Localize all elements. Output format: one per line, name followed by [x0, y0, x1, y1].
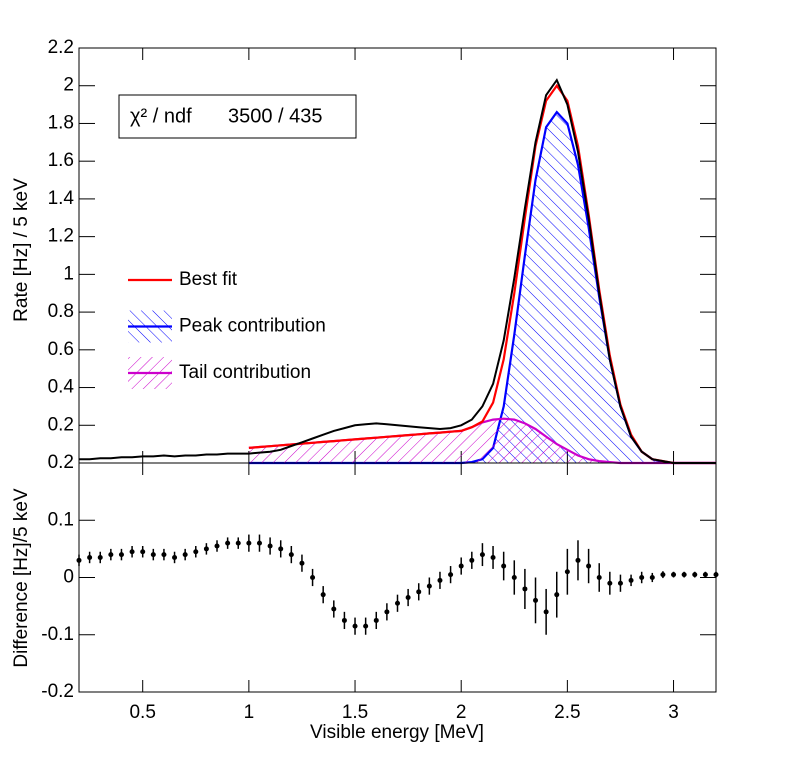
x-tick-label: 1	[244, 702, 255, 723]
data-point	[607, 580, 613, 586]
y-tick-label: -0.2	[41, 681, 74, 702]
data-point	[437, 577, 443, 583]
data-point	[129, 549, 135, 555]
data-point	[713, 572, 719, 578]
x-tick-label: 3	[668, 702, 679, 723]
y-tick-label: -0.1	[41, 624, 74, 645]
data-point	[628, 577, 634, 583]
area-hatch	[248, 418, 716, 463]
data-point	[639, 575, 645, 580]
data-point	[479, 552, 485, 558]
data-point	[575, 557, 581, 563]
x-tick-label: 0.5	[129, 702, 155, 723]
data-point	[310, 575, 316, 580]
stats-label: χ² / ndf	[130, 105, 192, 127]
data-point	[203, 546, 209, 552]
y-tick-label: 0	[63, 567, 74, 588]
data-point	[299, 560, 305, 566]
data-point	[256, 540, 262, 546]
data-point	[235, 540, 241, 546]
data-point	[246, 540, 252, 546]
x-axis-label: Visible energy [MeV]	[310, 722, 484, 743]
x-tick-label: 2.5	[554, 702, 580, 723]
y-tick-label: 0.4	[48, 377, 75, 398]
legend-label: Tail contribution	[179, 362, 311, 383]
data-point	[140, 549, 146, 555]
data-point	[76, 557, 82, 563]
data-point	[617, 580, 623, 586]
data-point	[331, 606, 337, 612]
legend-label: Peak contribution	[179, 316, 326, 337]
data-point	[150, 552, 156, 558]
data-point	[586, 563, 592, 569]
data-line	[79, 78, 716, 464]
y-tick-label: 1.6	[48, 150, 74, 171]
y-tick-label: 1.2	[48, 226, 74, 247]
data-point	[501, 563, 507, 569]
data-point	[193, 549, 199, 555]
y-tick-label: 0.8	[48, 301, 74, 322]
stats-value: 3500 / 435	[228, 105, 323, 127]
y-axis-label: Difference [Hz]/5 keV	[11, 488, 32, 668]
data-point	[352, 623, 358, 629]
data-point	[533, 597, 539, 603]
x-tick-label: 2	[456, 702, 467, 723]
data-point	[543, 609, 549, 615]
data-point	[278, 546, 284, 552]
area-hatch	[248, 112, 716, 463]
data-point	[395, 600, 400, 606]
data-point	[671, 572, 677, 578]
data-point	[469, 557, 475, 563]
data-point	[522, 586, 528, 592]
y-tick-label: 0.6	[48, 339, 74, 360]
y-tick-label: 1	[63, 263, 74, 284]
data-point	[564, 569, 570, 575]
y-tick-label: 0.2	[48, 452, 74, 473]
data-point	[363, 623, 369, 629]
y-tick-label: 2	[63, 75, 74, 96]
data-point	[161, 552, 167, 558]
legend-label: Best fit	[179, 269, 238, 290]
stats-box	[118, 94, 357, 139]
data-point	[267, 543, 273, 549]
data-point	[596, 575, 602, 580]
y-axis-label: Rate [Hz] / 5 keV	[11, 178, 32, 322]
data-point	[320, 592, 326, 598]
data-point	[649, 575, 655, 580]
data-point	[511, 575, 517, 580]
data-point	[172, 554, 178, 560]
data-point	[458, 563, 464, 569]
data-point	[108, 552, 114, 558]
data-point	[681, 572, 687, 578]
data-point	[341, 617, 347, 623]
data-point	[554, 592, 560, 598]
data-point	[660, 572, 666, 578]
data-point	[384, 609, 390, 615]
data-point	[373, 617, 379, 623]
data-point	[702, 572, 708, 578]
y-tick-label: 1.8	[48, 112, 74, 133]
data-point	[182, 552, 188, 558]
data-point	[490, 554, 496, 560]
data-point	[97, 554, 103, 560]
data-point	[405, 595, 411, 601]
y-tick-label: 2.2	[48, 37, 74, 58]
data-point	[692, 572, 698, 578]
data-point	[87, 554, 93, 560]
data-point	[118, 552, 124, 558]
data-point	[225, 540, 231, 546]
data-point	[448, 572, 454, 578]
data-point	[214, 543, 220, 549]
data-point	[416, 589, 422, 595]
y-tick-label: 0.1	[48, 509, 74, 530]
y-tick-label: 0.2	[48, 414, 74, 435]
x-tick-label: 1.5	[342, 702, 368, 723]
data-point	[426, 583, 432, 589]
y-tick-label: 1.4	[48, 188, 75, 209]
data-point	[288, 552, 294, 558]
